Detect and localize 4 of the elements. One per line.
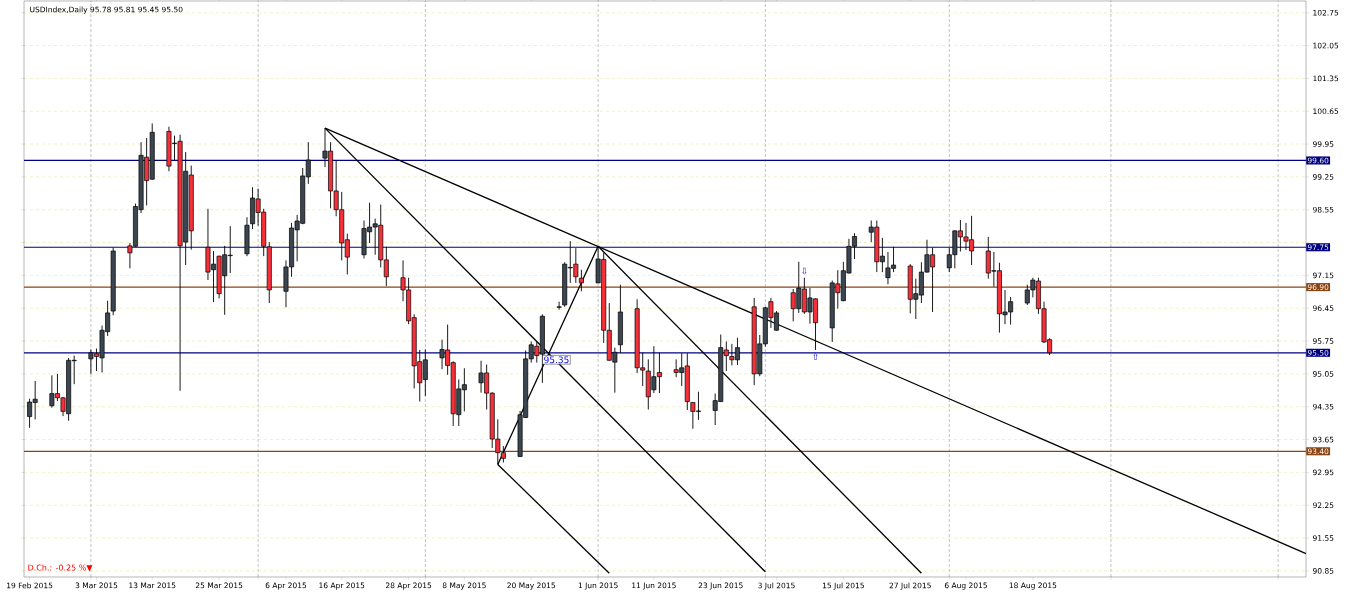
annotation: ⇧ (813, 353, 818, 360)
annotation: ⇩ (802, 267, 807, 275)
annotation: D.Ch.: -0.25 %▼ (28, 564, 93, 572)
annotation: 95.35 (544, 356, 569, 364)
